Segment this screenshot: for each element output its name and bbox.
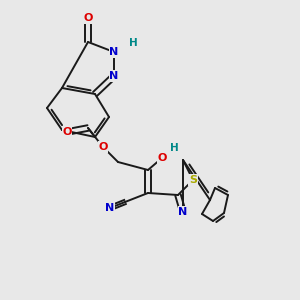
Text: O: O — [98, 142, 108, 152]
Text: N: N — [178, 207, 188, 217]
Text: O: O — [62, 127, 72, 137]
Text: H: H — [169, 143, 178, 153]
Text: S: S — [189, 175, 197, 185]
Text: N: N — [110, 47, 118, 57]
Text: H: H — [129, 38, 137, 48]
Text: O: O — [157, 153, 167, 163]
Text: N: N — [105, 203, 115, 213]
Text: N: N — [110, 71, 118, 81]
Text: O: O — [83, 13, 93, 23]
